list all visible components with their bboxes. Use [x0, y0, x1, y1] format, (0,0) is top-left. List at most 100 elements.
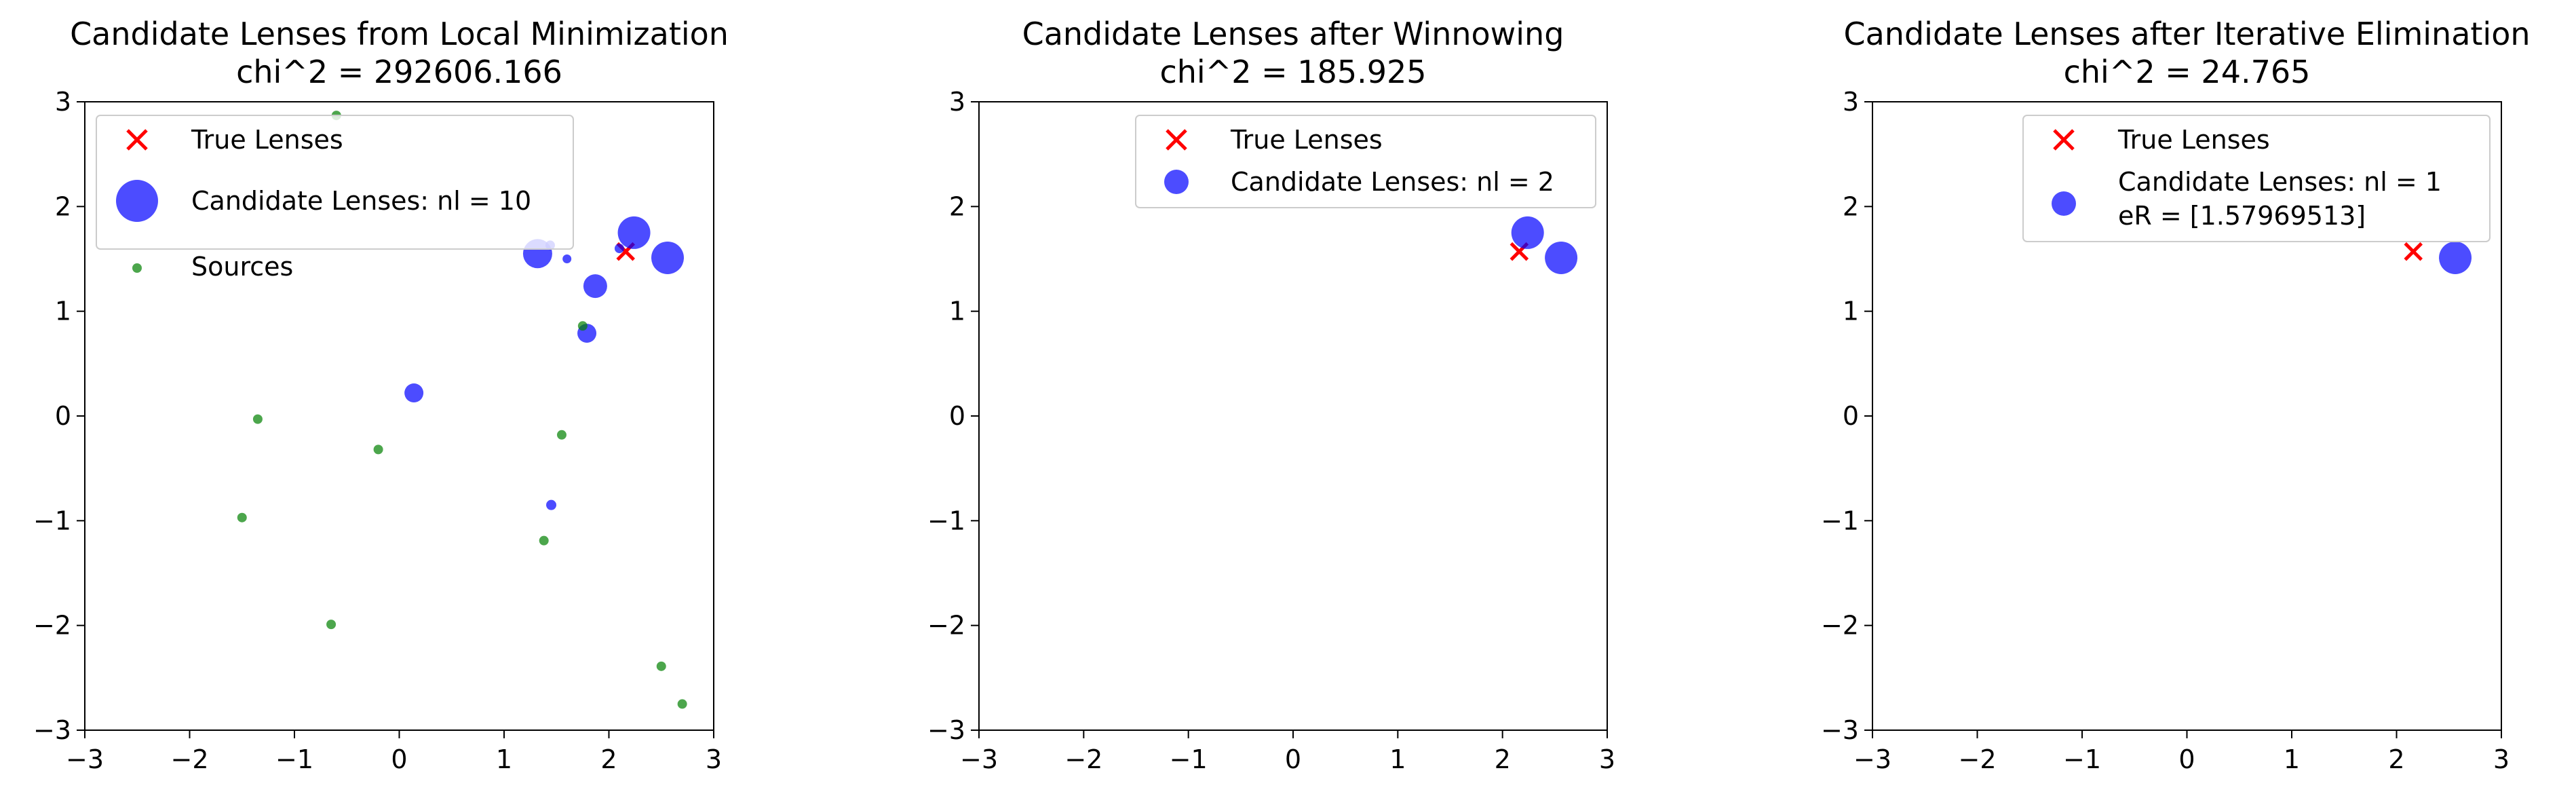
legend-label: True Lenses: [191, 125, 343, 155]
legend-x-marker: [2053, 129, 2075, 151]
source-point: [656, 661, 666, 671]
y-tick-label: 1: [55, 297, 71, 326]
x-tick-label: −1: [2063, 744, 2101, 774]
y-tick-label: 3: [55, 87, 71, 117]
chart-title: Candidate Lenses from Local Minimization: [70, 16, 729, 52]
legend-entry: Candidate Lenses: nl = 1 eR = [1.5796951…: [2052, 167, 2442, 231]
source-point: [539, 535, 549, 546]
legend-label: Candidate Lenses: nl = 10: [191, 186, 531, 216]
legend-marker: [2052, 191, 2076, 216]
chart-subtitle: chi^2 = 185.925: [1159, 54, 1426, 90]
legend-label: Candidate Lenses: nl = 1: [2118, 167, 2442, 197]
y-tick-label: 1: [949, 297, 965, 326]
series-candidate-lenses: [1511, 216, 1578, 274]
x-tick-label: 2: [1495, 744, 1511, 774]
legend-entry: Candidate Lenses: nl = 2: [1164, 167, 1554, 197]
y-tick-label: 3: [949, 87, 965, 117]
y-tick-label: 2: [55, 191, 71, 221]
x-tick-label: −3: [66, 744, 104, 774]
true-lens-marker: [2404, 242, 2423, 261]
legend-label: Candidate Lenses: nl = 2: [1231, 167, 1554, 197]
x-tick-label: −3: [960, 744, 998, 774]
legend-box: [2022, 115, 2491, 242]
legend-label: Sources: [191, 252, 293, 282]
chart-title: Candidate Lenses after Winnowing: [1022, 16, 1564, 52]
candidate-lens-point: [617, 216, 651, 249]
x-tick-label: −1: [275, 744, 313, 774]
candidate-lens-point: [546, 499, 557, 510]
axes-frame: [978, 101, 1608, 731]
series-candidate-lenses: [404, 216, 685, 510]
legend: True Lenses Candidate Lenses: nl = 10 Sour…: [96, 115, 574, 282]
y-tick-label: −2: [927, 611, 965, 641]
y-tick-label: −3: [33, 715, 71, 745]
x-tick-label: 3: [2493, 744, 2510, 774]
candidate-lens-point: [1545, 241, 1578, 274]
legend: True Lenses Candidate Lenses: nl = 2: [1135, 115, 1596, 208]
x-tick-label: −1: [1170, 744, 1208, 774]
candidate-lens-point: [583, 274, 607, 299]
legend-entry: True Lenses: [126, 125, 343, 155]
x-tick-label: 0: [1285, 744, 1301, 774]
series-true-lenses: [2404, 242, 2423, 261]
candidate-lens-point: [651, 241, 685, 274]
plot-area: [2404, 241, 2472, 274]
y-tick-label: −1: [927, 506, 965, 535]
y-tick-label: −3: [1821, 715, 1859, 745]
source-point: [237, 512, 247, 523]
axes-frame: [1872, 101, 2502, 731]
x-tick-label: 2: [2388, 744, 2404, 774]
legend-marker: [132, 263, 142, 273]
x-tick-label: 1: [1389, 744, 1406, 774]
legend-label: True Lenses: [1230, 125, 1383, 155]
y-tick-label: 3: [1843, 87, 1859, 117]
y-tick-label: −1: [33, 506, 71, 535]
y-tick-label: 0: [1843, 401, 1859, 431]
y-tick-label: 0: [55, 401, 71, 431]
source-point: [556, 430, 566, 440]
candidate-lens-point: [1511, 216, 1544, 249]
axes-frame: [84, 101, 714, 731]
x-tick-label: 1: [496, 744, 512, 774]
legend-marker: [116, 180, 158, 222]
x-tick-label: 0: [2178, 744, 2195, 774]
y-tick-label: −1: [1821, 506, 1859, 535]
y-tick-label: −2: [33, 611, 71, 641]
legend-label: True Lenses: [2117, 125, 2270, 155]
x-tick-label: −2: [1958, 744, 1996, 774]
y-tick-label: −3: [927, 715, 965, 745]
legend-entry: True Lenses: [1166, 125, 1383, 155]
legend: True Lenses Candidate Lenses: nl = 1 eR =…: [2022, 115, 2491, 242]
y-tick-label: 0: [949, 401, 965, 431]
legend-box: [1135, 115, 1596, 208]
x-tick-label: −2: [1064, 744, 1102, 774]
y-tick-label: 2: [949, 191, 965, 221]
x-tick-label: −2: [170, 744, 208, 774]
x-tick-label: −3: [1853, 744, 1891, 774]
chart-title: Candidate Lenses after Iterative Elimina…: [1844, 16, 2531, 52]
chart-panel-1: Candidate Lenses from Local Minimization…: [33, 16, 729, 774]
legend-entry: Candidate Lenses: nl = 10: [116, 180, 531, 222]
y-tick-label: −2: [1821, 611, 1859, 641]
series-sources: [237, 111, 687, 709]
candidate-lens-point: [614, 244, 624, 254]
source-point: [677, 699, 687, 709]
source-point: [326, 620, 337, 630]
legend-marker: [1164, 170, 1189, 194]
x-tick-label: 3: [1599, 744, 1615, 774]
y-tick-label: 2: [1843, 191, 1859, 221]
x-tick-label: 1: [2284, 744, 2300, 774]
x-tick-label: 3: [706, 744, 722, 774]
x-tick-label: 2: [600, 744, 617, 774]
legend-entry: Sources: [132, 252, 293, 282]
candidate-lens-point: [2439, 241, 2472, 274]
plot-area: [1510, 216, 1578, 274]
candidate-lens-point: [562, 254, 572, 263]
chart-panel-3: Candidate Lenses after Iterative Elimina…: [1821, 16, 2531, 774]
legend-box: [96, 115, 574, 250]
source-point: [373, 444, 383, 455]
chart-subtitle: chi^2 = 24.765: [2064, 54, 2311, 90]
chart-subtitle: chi^2 = 292606.166: [236, 54, 562, 90]
